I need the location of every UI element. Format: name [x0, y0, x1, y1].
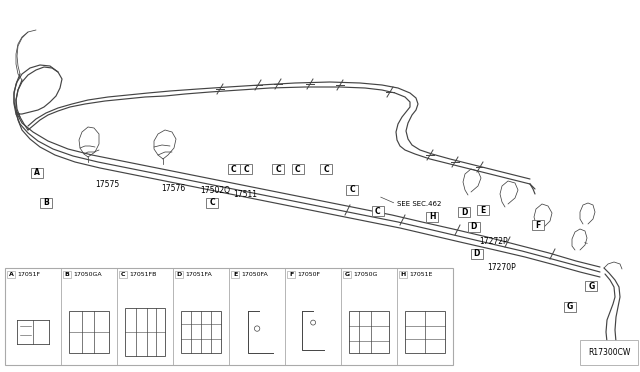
- Text: 17576: 17576: [161, 185, 186, 193]
- Bar: [532, 220, 543, 230]
- Bar: [349, 311, 389, 353]
- Text: C: C: [210, 198, 215, 207]
- Text: D: D: [474, 249, 480, 258]
- Text: 17270P: 17270P: [488, 263, 516, 272]
- Bar: [5, 268, 453, 365]
- Bar: [405, 311, 445, 353]
- Text: B: B: [65, 272, 70, 277]
- Bar: [241, 164, 252, 174]
- Text: F: F: [289, 272, 293, 277]
- Text: C: C: [231, 165, 236, 174]
- Bar: [175, 271, 183, 278]
- Text: C: C: [276, 165, 281, 174]
- Bar: [346, 185, 358, 195]
- Bar: [586, 282, 597, 291]
- Bar: [321, 164, 332, 174]
- Bar: [468, 222, 479, 232]
- Text: E: E: [233, 272, 237, 277]
- Text: 17051FB: 17051FB: [129, 272, 157, 277]
- Text: 17050GA: 17050GA: [73, 272, 102, 277]
- Text: G: G: [566, 302, 573, 311]
- Text: H: H: [429, 212, 435, 221]
- Text: G: G: [588, 282, 595, 291]
- Text: 17511: 17511: [234, 190, 258, 199]
- Text: F: F: [535, 221, 540, 230]
- Bar: [343, 271, 351, 278]
- Text: D: D: [461, 208, 467, 217]
- Text: 17051FA: 17051FA: [185, 272, 212, 277]
- Bar: [119, 271, 127, 278]
- Bar: [181, 311, 221, 353]
- Bar: [7, 271, 15, 278]
- Text: 17050FA: 17050FA: [241, 272, 268, 277]
- Text: B: B: [44, 198, 49, 207]
- Text: 17272P: 17272P: [479, 237, 508, 246]
- Bar: [471, 249, 483, 259]
- Bar: [228, 164, 239, 174]
- Text: 17050G: 17050G: [353, 272, 378, 277]
- Text: 17050F: 17050F: [297, 272, 320, 277]
- Text: SEE SEC.462: SEE SEC.462: [397, 201, 441, 207]
- Text: H: H: [401, 272, 406, 277]
- Bar: [372, 206, 383, 216]
- Text: 17502Q: 17502Q: [200, 186, 230, 195]
- Text: D: D: [177, 272, 182, 277]
- Bar: [564, 302, 575, 312]
- Bar: [40, 198, 52, 208]
- Text: A: A: [9, 272, 13, 277]
- Text: E: E: [481, 206, 486, 215]
- Text: C: C: [121, 272, 125, 277]
- Text: C: C: [349, 185, 355, 194]
- Bar: [31, 168, 43, 178]
- Text: C: C: [244, 165, 249, 174]
- Bar: [125, 308, 165, 356]
- Text: C: C: [324, 165, 329, 174]
- Bar: [63, 271, 71, 278]
- Bar: [399, 271, 407, 278]
- Bar: [273, 164, 284, 174]
- Text: C: C: [375, 207, 380, 216]
- Bar: [207, 198, 218, 208]
- Text: R17300CW: R17300CW: [588, 348, 630, 357]
- Text: 17575: 17575: [95, 180, 119, 189]
- Bar: [458, 207, 470, 217]
- Bar: [69, 311, 109, 353]
- Text: 17051F: 17051F: [17, 272, 40, 277]
- Text: 17051E: 17051E: [409, 272, 433, 277]
- Bar: [287, 271, 295, 278]
- Text: G: G: [344, 272, 349, 277]
- Bar: [292, 164, 303, 174]
- Bar: [231, 271, 239, 278]
- Text: D: D: [470, 222, 477, 231]
- Text: C: C: [295, 165, 300, 174]
- Bar: [426, 212, 438, 221]
- Text: A: A: [34, 169, 40, 177]
- Bar: [477, 205, 489, 215]
